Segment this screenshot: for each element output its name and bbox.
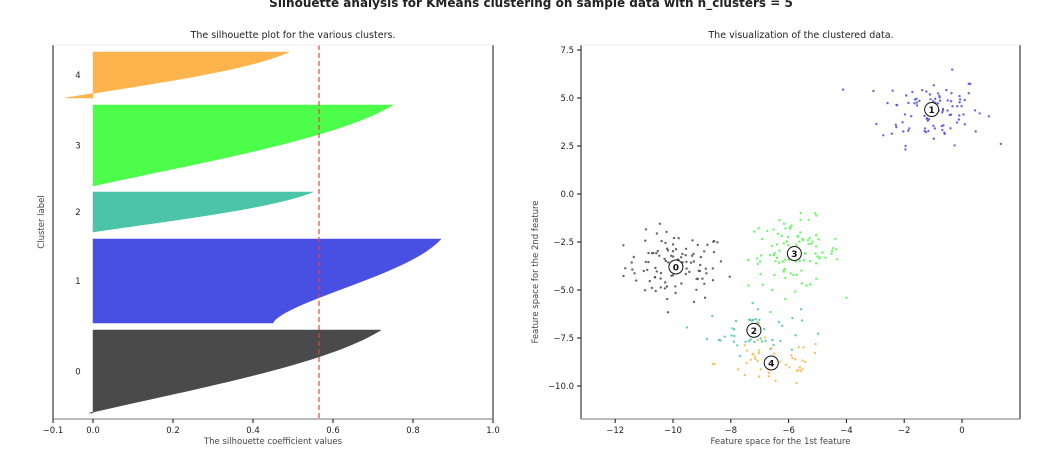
svg-text:0.2: 0.2 (166, 426, 180, 436)
cluster-label-3: 3 (75, 142, 80, 152)
svg-text:4: 4 (768, 359, 774, 369)
x-axis-label: The silhouette coefficient values (203, 437, 343, 447)
silhouette-plot-title: The silhouette plot for the various clus… (190, 30, 396, 41)
cluster-label-4: 4 (75, 71, 80, 81)
svg-text:−2: −2 (898, 426, 911, 436)
svg-text:1: 1 (929, 106, 935, 116)
svg-text:−2.5: −2.5 (553, 238, 574, 248)
cluster-label-2: 2 (75, 208, 80, 218)
cluster-label-0: 0 (75, 368, 80, 378)
svg-text:−6: −6 (782, 426, 795, 436)
silhouette-band-2 (92, 191, 314, 233)
svg-text:0.0: 0.0 (86, 426, 100, 436)
svg-text:2: 2 (751, 327, 757, 337)
silhouette-axes: 0 1 2 3 4 −0.1 0.0 0.2 0.4 0.6 0.8 1.0 The silhouett… (37, 44, 500, 447)
svg-text:0.0: 0.0 (560, 190, 574, 200)
silhouette-band-3 (92, 104, 394, 187)
svg-text:2.5: 2.5 (560, 142, 574, 152)
scatter-plot-title: The visualization of the clustered data. (708, 30, 894, 41)
cluster-center-4 (763, 355, 779, 371)
svg-text:−4: −4 (840, 426, 853, 436)
svg-text:7.5: 7.5 (560, 46, 574, 56)
svg-text:−5.0: −5.0 (553, 286, 574, 296)
svg-text:3: 3 (791, 250, 797, 260)
x-axis-label: Feature space for the 1st feature (710, 437, 850, 447)
svg-text:−12: −12 (606, 426, 624, 436)
svg-text:−10.0: −10.0 (548, 382, 574, 392)
svg-text:0.4: 0.4 (246, 426, 260, 436)
y-axis-label: Feature space for the 2nd feature (531, 200, 541, 343)
svg-text:−0.1: −0.1 (43, 426, 64, 436)
svg-text:0.8: 0.8 (406, 426, 420, 436)
silhouette-band-0 (88, 329, 382, 414)
svg-text:0: 0 (959, 426, 964, 436)
cluster-center-3 (786, 246, 802, 262)
svg-text:0.6: 0.6 (326, 426, 340, 436)
svg-text:0: 0 (673, 263, 679, 273)
figure-suptitle: Silhouette analysis for KMeans clusterin… (269, 0, 793, 10)
svg-text:−10: −10 (664, 426, 682, 436)
cluster-center-0 (668, 259, 684, 275)
svg-text:−7.5: −7.5 (553, 334, 574, 344)
cluster-center-2 (746, 322, 762, 338)
svg-text:1.0: 1.0 (486, 426, 500, 436)
cluster-center-1 (924, 102, 940, 118)
svg-text:−8: −8 (725, 426, 738, 436)
silhouette-band-1 (92, 238, 442, 324)
scatter-axes: 0 1 2 3 4 −12 −10 −8 −6 −4 −2 0 7.5 5.0 2.5 0.0 −2.5 −5.0… (531, 44, 1021, 447)
y-axis-label: Cluster label (37, 195, 47, 248)
svg-text:5.0: 5.0 (560, 94, 574, 104)
silhouette-band-4 (64, 51, 290, 99)
cluster-label-1: 1 (75, 277, 80, 287)
